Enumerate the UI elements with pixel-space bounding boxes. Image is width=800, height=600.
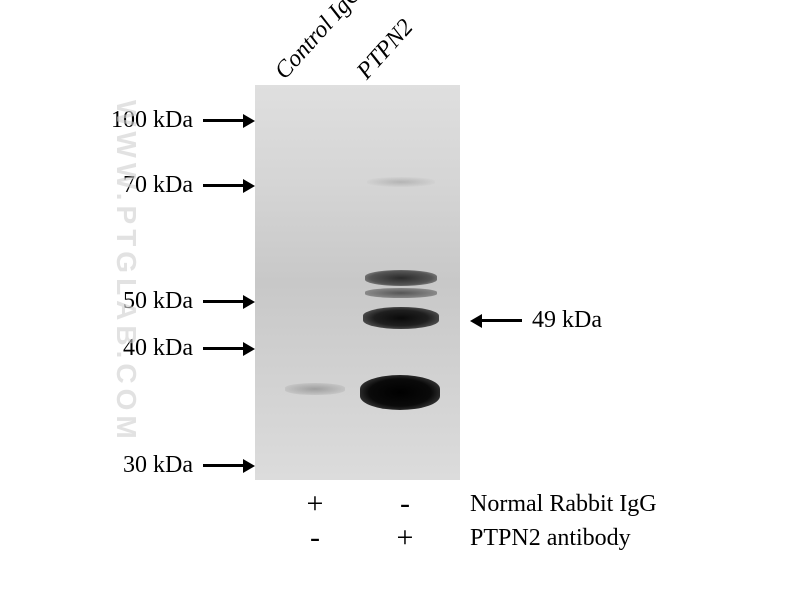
arrow-left-icon — [470, 314, 522, 328]
target-band-label: 49 kDa — [470, 307, 602, 334]
mw-marker-30: 30 kDa — [78, 452, 255, 479]
condition-label: Normal Rabbit IgG — [470, 491, 657, 518]
blot-membrane — [255, 85, 460, 480]
mw-marker-100: 100 kDa — [78, 107, 255, 134]
condition-row-ptpn2-ab: - + PTPN2 antibody — [270, 521, 657, 555]
lane-label-control: Control IgG — [270, 0, 368, 85]
arrow-right-icon — [203, 114, 255, 128]
band-49kda — [363, 307, 439, 329]
condition-label: PTPN2 antibody — [470, 525, 631, 552]
band-lower-strong — [360, 375, 440, 410]
mw-label: 70 kDa — [78, 172, 193, 199]
condition-row-igg: + - Normal Rabbit IgG — [270, 487, 657, 521]
mw-label: 30 kDa — [78, 452, 193, 479]
band-upper-2 — [365, 288, 437, 298]
western-blot-figure: WWW.PTGLAB.COM Control IgG PTPN2 100 kDa… — [0, 0, 800, 600]
band-faint-90k — [367, 177, 435, 187]
arrow-right-icon — [203, 459, 255, 473]
mw-marker-70: 70 kDa — [78, 172, 255, 199]
band-control-faint — [285, 383, 345, 395]
lane-label-ptpn2: PTPN2 — [352, 14, 419, 85]
arrow-right-icon — [203, 342, 255, 356]
arrow-right-icon — [203, 179, 255, 193]
arrow-right-icon — [203, 295, 255, 309]
target-label-text: 49 kDa — [532, 307, 602, 334]
pm-cell: - — [360, 487, 450, 521]
watermark: WWW.PTGLAB.COM — [110, 100, 142, 444]
mw-marker-40: 40 kDa — [78, 335, 255, 362]
mw-label: 50 kDa — [78, 288, 193, 315]
condition-grid: + - Normal Rabbit IgG - + PTPN2 antibody — [270, 487, 657, 555]
pm-cell: - — [270, 521, 360, 555]
mw-label: 40 kDa — [78, 335, 193, 362]
band-upper-1 — [365, 270, 437, 286]
pm-cell: + — [360, 521, 450, 555]
mw-marker-50: 50 kDa — [78, 288, 255, 315]
pm-cell: + — [270, 487, 360, 521]
mw-label: 100 kDa — [78, 107, 193, 134]
